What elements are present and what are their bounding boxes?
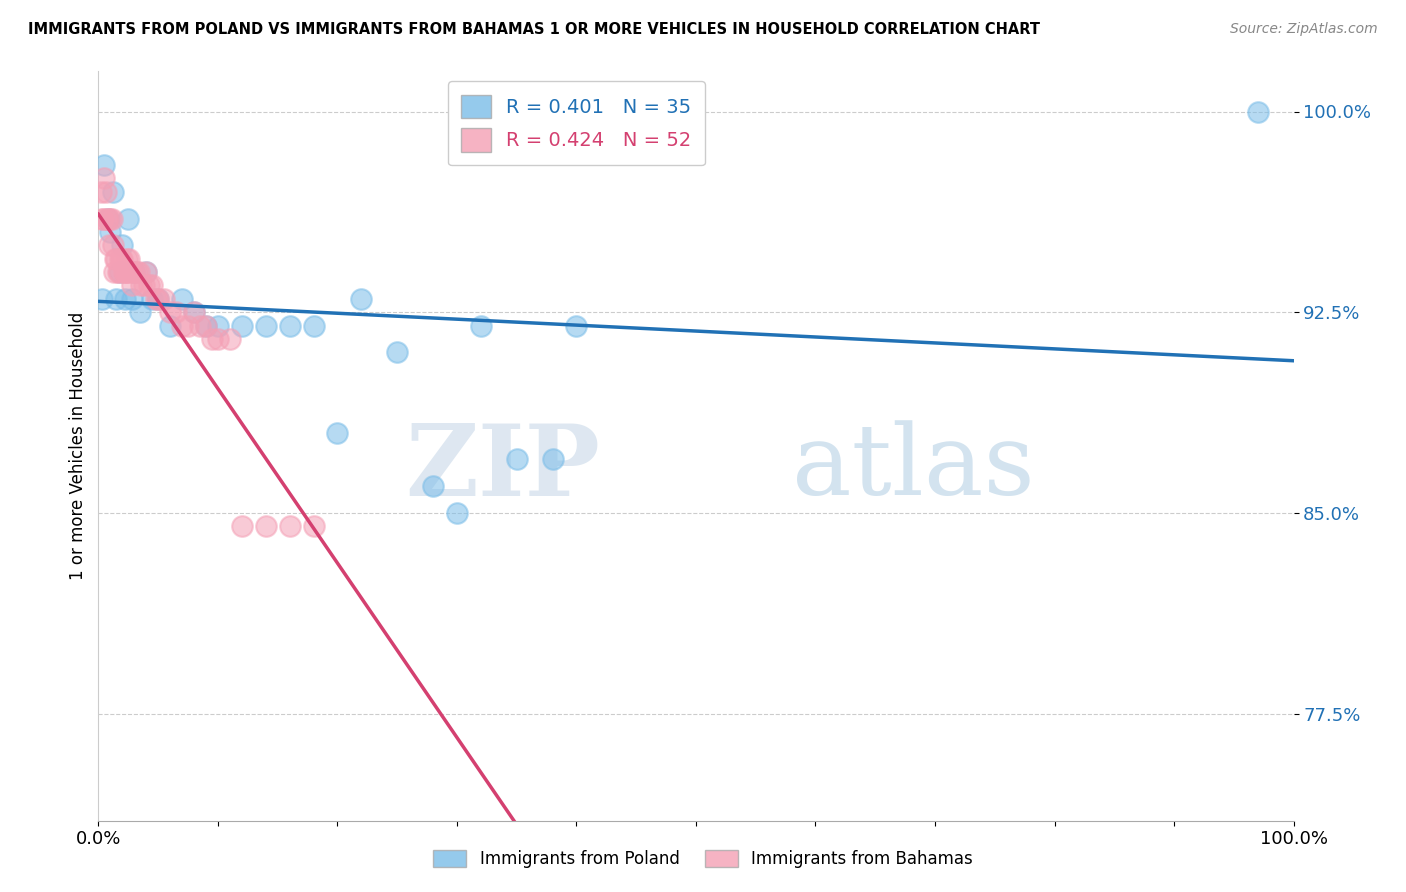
Point [254, 519, 277, 533]
Point [141, 278, 163, 293]
Point [145, 292, 167, 306]
Point [105, 252, 128, 266]
Point [165, 305, 187, 319]
Point [141, 292, 163, 306]
Point [91, 211, 114, 226]
Point [159, 305, 181, 319]
Text: IMMIGRANTS FROM POLAND VS IMMIGRANTS FROM BAHAMAS 1 OR MORE VEHICLES IN HOUSEHOL: IMMIGRANTS FROM POLAND VS IMMIGRANTS FRO… [28, 22, 1040, 37]
Point [114, 265, 136, 279]
Point [96, 211, 118, 226]
Point [121, 292, 143, 306]
Point [207, 318, 229, 333]
Point [117, 211, 139, 226]
Point [104, 252, 127, 266]
Point [107, 265, 129, 279]
Point [101, 238, 124, 252]
Point [183, 305, 205, 319]
Point [153, 292, 176, 306]
Point [201, 332, 224, 346]
Point [148, 292, 170, 306]
Point [117, 265, 139, 279]
Point [207, 332, 229, 346]
Point [93, 171, 115, 186]
Point [172, 318, 194, 333]
Point [148, 292, 170, 306]
Point [128, 265, 150, 279]
Point [385, 345, 409, 359]
Point [159, 318, 181, 333]
Point [98, 238, 121, 252]
Point [115, 252, 138, 266]
Point [177, 318, 200, 333]
Point [195, 318, 218, 333]
Point [278, 519, 301, 533]
Point [278, 318, 301, 333]
Point [219, 332, 242, 346]
Point [103, 265, 125, 279]
Point [506, 452, 529, 467]
Point [446, 506, 468, 520]
Point [94, 185, 117, 199]
Point [112, 265, 135, 279]
Point [231, 519, 253, 533]
Point [98, 225, 122, 239]
Point [111, 252, 134, 266]
Point [422, 479, 444, 493]
Point [121, 278, 143, 293]
Point [108, 252, 131, 266]
Point [110, 252, 132, 266]
Point [129, 305, 152, 319]
Point [90, 185, 112, 199]
Point [114, 292, 136, 306]
Point [183, 305, 205, 319]
Point [124, 265, 146, 279]
Point [98, 211, 122, 226]
Point [124, 265, 146, 279]
Point [107, 265, 129, 279]
Point [254, 318, 277, 333]
Point [118, 252, 141, 266]
Point [101, 185, 124, 199]
Point [115, 265, 138, 279]
Point [135, 265, 157, 279]
Point [195, 318, 218, 333]
Point [100, 211, 122, 226]
Point [172, 292, 194, 306]
Point [565, 318, 588, 333]
Point [326, 425, 349, 440]
Point [188, 318, 211, 333]
Text: Source: ZipAtlas.com: Source: ZipAtlas.com [1230, 22, 1378, 37]
Point [105, 292, 128, 306]
Point [93, 158, 115, 172]
Point [97, 211, 120, 226]
Point [302, 318, 325, 333]
Point [111, 238, 134, 252]
Point [125, 265, 148, 279]
Text: ZIP: ZIP [405, 420, 600, 517]
Point [135, 265, 157, 279]
Point [470, 318, 492, 333]
Point [132, 278, 155, 293]
Legend: Immigrants from Poland, Immigrants from Bahamas: Immigrants from Poland, Immigrants from … [426, 843, 980, 875]
Point [541, 452, 564, 467]
Legend: R = 0.401   N = 35, R = 0.424   N = 52: R = 0.401 N = 35, R = 0.424 N = 52 [449, 81, 704, 166]
Point [108, 265, 131, 279]
Point [350, 292, 373, 306]
Point [97, 211, 120, 226]
Point [120, 265, 142, 279]
Point [1247, 104, 1270, 119]
Text: atlas: atlas [792, 421, 1035, 516]
Point [91, 292, 114, 306]
Point [91, 211, 114, 226]
Point [302, 519, 325, 533]
Point [138, 278, 160, 293]
Y-axis label: 1 or more Vehicles in Household: 1 or more Vehicles in Household [69, 312, 87, 580]
Point [231, 318, 253, 333]
Point [131, 278, 153, 293]
